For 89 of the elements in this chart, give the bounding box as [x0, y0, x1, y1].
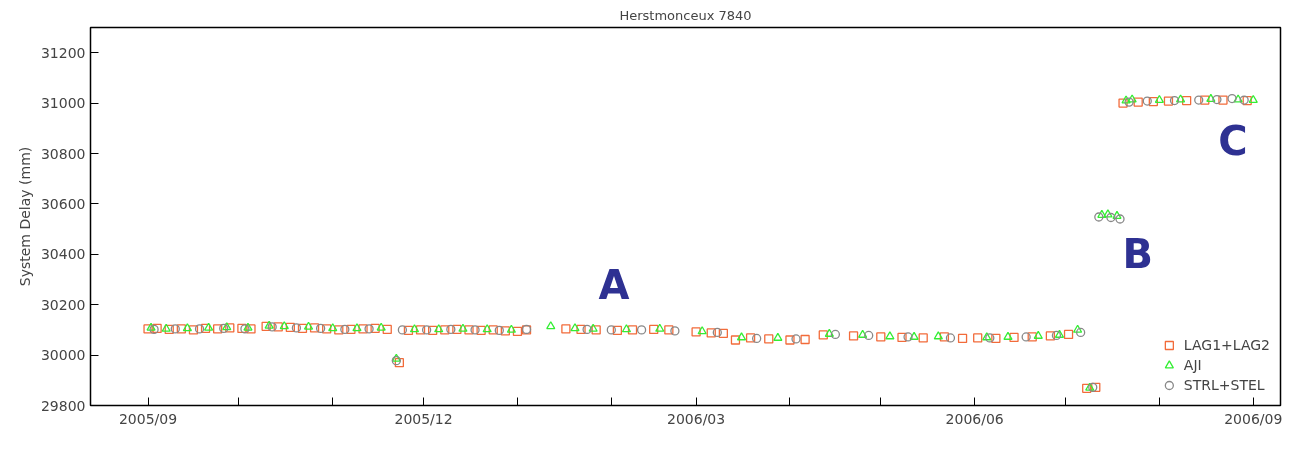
point — [421, 325, 432, 335]
point — [830, 329, 841, 340]
point — [364, 324, 374, 334]
point — [352, 323, 362, 332]
point — [736, 332, 747, 341]
point — [434, 324, 444, 333]
point — [1094, 212, 1104, 222]
point — [1097, 209, 1107, 218]
annotation: B — [1122, 231, 1153, 278]
point — [933, 331, 943, 340]
point — [1103, 209, 1113, 218]
point — [712, 327, 722, 338]
point — [1112, 210, 1122, 219]
chart-title: Herstmonceux 7840 — [619, 7, 752, 23]
point — [470, 325, 480, 335]
point — [621, 324, 632, 333]
point — [1106, 212, 1116, 223]
point — [303, 321, 314, 330]
point — [864, 330, 874, 341]
x-tick-label: 2005/09 — [118, 410, 178, 427]
point — [824, 328, 834, 337]
point — [1142, 96, 1152, 106]
point — [397, 325, 408, 335]
point — [885, 331, 895, 340]
x-tick-label: 2006/03 — [667, 410, 726, 427]
point — [315, 323, 326, 334]
point — [506, 324, 517, 333]
point — [328, 323, 338, 332]
y-axis-title: System Delay (mm) — [16, 146, 33, 287]
point — [409, 324, 420, 333]
point — [279, 321, 289, 330]
point — [1233, 94, 1243, 103]
point — [170, 324, 180, 334]
y-tick-label: 30200 — [40, 296, 86, 313]
point — [1072, 324, 1083, 333]
y-tick-label: 31200 — [40, 44, 86, 61]
point — [194, 324, 205, 334]
point — [376, 322, 386, 331]
point — [482, 324, 492, 333]
point — [752, 333, 762, 344]
y-tick-label: 30800 — [40, 145, 86, 162]
point — [655, 323, 665, 332]
point — [1212, 94, 1222, 105]
point — [182, 323, 193, 332]
point — [697, 326, 707, 335]
annotation: C — [1218, 117, 1248, 164]
point — [1194, 95, 1204, 105]
point — [1248, 94, 1258, 104]
point — [903, 332, 913, 342]
point — [1175, 94, 1186, 103]
point — [458, 323, 468, 332]
annotation: A — [598, 261, 630, 308]
y-tick-label: 31000 — [40, 95, 86, 112]
point — [909, 331, 919, 340]
point — [791, 334, 801, 344]
point — [1033, 330, 1043, 339]
point — [291, 323, 302, 333]
point — [1206, 93, 1216, 103]
point — [546, 321, 556, 330]
point — [1127, 94, 1137, 103]
point — [1169, 95, 1180, 106]
y-tick-label: 30600 — [40, 195, 86, 212]
point — [1021, 332, 1031, 342]
x-tick-label: 2006/09 — [1224, 410, 1283, 427]
point — [391, 353, 401, 362]
point — [494, 325, 504, 336]
point — [606, 325, 616, 335]
x-tick-label: 2006/06 — [945, 410, 1004, 427]
point — [1227, 93, 1237, 104]
y-tick-label: 30400 — [40, 246, 86, 263]
point — [636, 325, 647, 335]
point — [670, 326, 680, 336]
legend-label: LAG1+LAG2 — [1183, 337, 1270, 353]
point — [582, 324, 592, 335]
point — [857, 329, 868, 338]
point — [1076, 327, 1086, 338]
point — [446, 324, 456, 335]
point — [945, 333, 956, 343]
point — [1115, 214, 1125, 224]
point — [1003, 331, 1013, 340]
y-tick-label: 30000 — [40, 347, 86, 364]
x-tick-label: 2005/12 — [394, 410, 453, 427]
point — [570, 323, 580, 332]
point — [340, 324, 350, 335]
legend-label: AJI — [1183, 357, 1203, 373]
legend-label: STRL+STEL — [1183, 377, 1265, 393]
point — [773, 332, 783, 341]
point — [1154, 94, 1165, 104]
y-tick-label: 29800 — [40, 397, 86, 414]
